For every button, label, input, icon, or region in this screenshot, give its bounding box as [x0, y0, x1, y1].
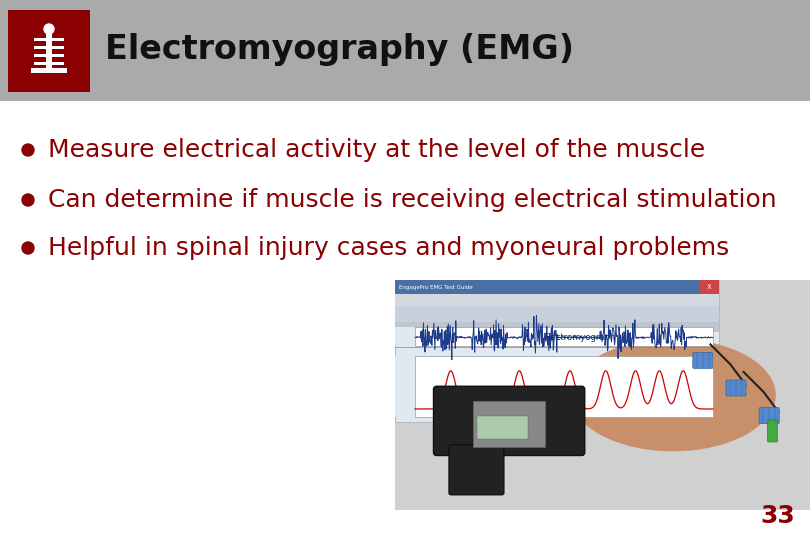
Circle shape	[22, 242, 34, 254]
Bar	[395, 306, 718, 322]
Text: Electromyography (EMG): Electromyography (EMG)	[105, 33, 574, 66]
Bar	[395, 327, 415, 346]
Bar	[31, 68, 67, 73]
Bar	[395, 280, 718, 294]
Text: Measure electrical activity at the level of the muscle: Measure electrical activity at the level…	[48, 138, 706, 162]
Text: EngagePro EMG Test Guide: EngagePro EMG Test Guide	[399, 285, 473, 289]
Bar	[34, 38, 64, 41]
Circle shape	[22, 194, 34, 206]
Bar	[34, 54, 64, 57]
Bar	[415, 327, 713, 346]
Circle shape	[44, 24, 54, 34]
Bar	[395, 356, 415, 417]
FancyBboxPatch shape	[693, 353, 713, 368]
Bar	[0, 0, 810, 100]
Bar	[8, 10, 90, 92]
Bar	[477, 416, 528, 438]
FancyBboxPatch shape	[449, 445, 504, 495]
FancyBboxPatch shape	[726, 380, 746, 396]
FancyBboxPatch shape	[433, 386, 585, 456]
Ellipse shape	[570, 339, 776, 451]
Bar	[0, 100, 810, 540]
Bar	[473, 401, 545, 447]
Bar	[395, 294, 718, 306]
Bar	[699, 280, 718, 294]
Bar	[34, 46, 64, 49]
Text: 33: 33	[761, 504, 795, 528]
FancyBboxPatch shape	[759, 408, 779, 423]
Text: X: X	[706, 284, 711, 290]
Bar	[415, 356, 713, 417]
Text: Can determine if muscle is receiving electrical stimulation: Can determine if muscle is receiving ele…	[48, 188, 777, 212]
Bar	[34, 62, 64, 65]
FancyBboxPatch shape	[768, 420, 778, 442]
Bar	[395, 322, 718, 332]
Bar	[46, 31, 52, 71]
Bar	[395, 280, 810, 510]
Text: Helpful in spinal injury cases and myoneural problems: Helpful in spinal injury cases and myone…	[48, 236, 729, 260]
Circle shape	[22, 144, 34, 156]
Text: Electromyograph: Electromyograph	[543, 333, 615, 341]
Bar	[395, 280, 718, 422]
